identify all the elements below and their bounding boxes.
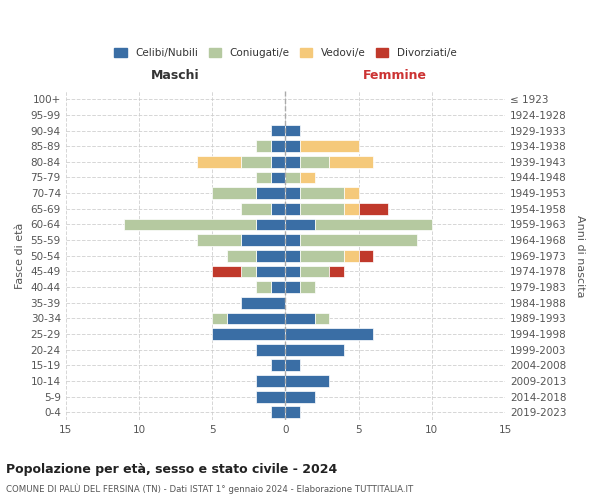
Bar bbox=[256, 391, 286, 402]
Bar bbox=[124, 218, 256, 230]
Bar bbox=[314, 312, 329, 324]
Bar bbox=[256, 172, 271, 183]
Bar bbox=[286, 172, 300, 183]
Bar bbox=[271, 360, 286, 371]
Bar bbox=[286, 281, 300, 293]
Bar bbox=[329, 266, 344, 278]
Bar bbox=[300, 250, 344, 262]
Bar bbox=[359, 203, 388, 214]
Bar bbox=[256, 218, 286, 230]
Bar bbox=[300, 156, 329, 168]
Bar bbox=[344, 250, 359, 262]
Bar bbox=[212, 312, 227, 324]
Bar bbox=[241, 234, 286, 246]
Bar bbox=[300, 188, 344, 199]
Bar bbox=[241, 203, 271, 214]
Bar bbox=[256, 188, 286, 199]
Bar bbox=[286, 328, 373, 340]
Bar bbox=[286, 375, 329, 387]
Bar bbox=[271, 203, 286, 214]
Bar bbox=[227, 250, 256, 262]
Bar bbox=[256, 250, 286, 262]
Bar bbox=[286, 124, 300, 136]
Bar bbox=[256, 281, 271, 293]
Bar bbox=[197, 234, 241, 246]
Bar bbox=[286, 406, 300, 418]
Bar bbox=[256, 375, 286, 387]
Text: Maschi: Maschi bbox=[151, 69, 200, 82]
Bar bbox=[300, 140, 359, 152]
Bar bbox=[212, 328, 286, 340]
Bar bbox=[300, 172, 314, 183]
Bar bbox=[359, 250, 373, 262]
Bar bbox=[286, 391, 314, 402]
Text: Popolazione per età, sesso e stato civile - 2024: Popolazione per età, sesso e stato civil… bbox=[6, 462, 337, 475]
Bar bbox=[344, 203, 359, 214]
Bar bbox=[241, 156, 271, 168]
Bar bbox=[271, 124, 286, 136]
Bar bbox=[271, 281, 286, 293]
Bar bbox=[329, 156, 373, 168]
Bar bbox=[197, 156, 241, 168]
Text: Femmine: Femmine bbox=[363, 69, 427, 82]
Bar bbox=[314, 218, 432, 230]
Bar bbox=[286, 140, 300, 152]
Bar bbox=[212, 188, 256, 199]
Bar bbox=[256, 266, 286, 278]
Bar bbox=[241, 266, 256, 278]
Bar bbox=[286, 360, 300, 371]
Y-axis label: Anni di nascita: Anni di nascita bbox=[575, 214, 585, 297]
Bar bbox=[286, 203, 300, 214]
Bar bbox=[286, 156, 300, 168]
Bar bbox=[271, 406, 286, 418]
Bar bbox=[300, 281, 314, 293]
Bar bbox=[241, 297, 286, 308]
Bar bbox=[286, 234, 300, 246]
Bar bbox=[256, 140, 271, 152]
Bar bbox=[286, 312, 314, 324]
Bar bbox=[212, 266, 241, 278]
Bar bbox=[300, 266, 329, 278]
Bar bbox=[271, 140, 286, 152]
Bar bbox=[286, 266, 300, 278]
Bar bbox=[286, 250, 300, 262]
Text: COMUNE DI PALÙ DEL FERSINA (TN) - Dati ISTAT 1° gennaio 2024 - Elaborazione TUTT: COMUNE DI PALÙ DEL FERSINA (TN) - Dati I… bbox=[6, 484, 413, 494]
Bar bbox=[227, 312, 286, 324]
Bar bbox=[300, 234, 417, 246]
Bar bbox=[300, 203, 344, 214]
Bar bbox=[271, 172, 286, 183]
Bar bbox=[286, 218, 314, 230]
Bar bbox=[271, 156, 286, 168]
Y-axis label: Fasce di età: Fasce di età bbox=[15, 222, 25, 289]
Bar bbox=[286, 188, 300, 199]
Legend: Celibi/Nubili, Coniugati/e, Vedovi/e, Divorziati/e: Celibi/Nubili, Coniugati/e, Vedovi/e, Di… bbox=[110, 44, 461, 62]
Bar bbox=[286, 344, 344, 356]
Bar bbox=[344, 188, 359, 199]
Bar bbox=[256, 344, 286, 356]
